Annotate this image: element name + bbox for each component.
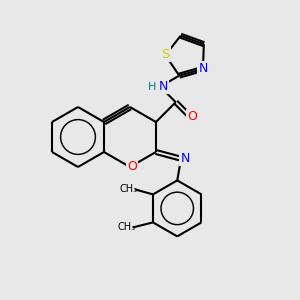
Text: O: O bbox=[127, 160, 137, 173]
Text: N: N bbox=[198, 62, 208, 75]
Text: N: N bbox=[180, 152, 190, 165]
Text: O: O bbox=[188, 110, 197, 123]
Text: N: N bbox=[158, 80, 168, 93]
Text: H: H bbox=[148, 82, 156, 92]
Text: CH₃: CH₃ bbox=[118, 222, 136, 233]
Text: CH₃: CH₃ bbox=[120, 184, 138, 194]
Text: S: S bbox=[161, 48, 169, 61]
